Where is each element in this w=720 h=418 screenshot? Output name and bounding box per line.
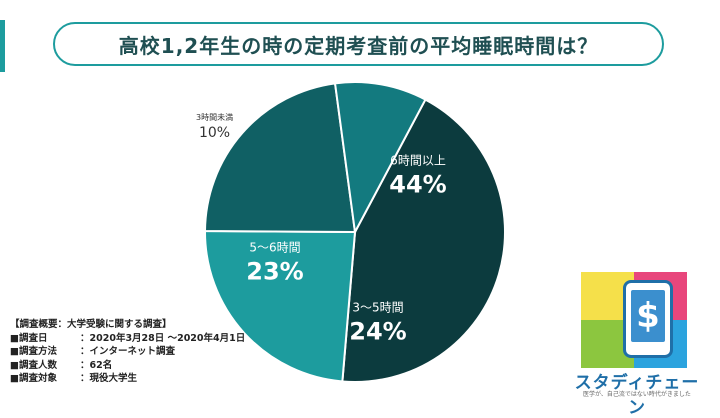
- survey-row-target: ■調査対象 ：現役大学生: [10, 372, 245, 386]
- survey-row-label: ■調査方法: [10, 346, 57, 357]
- left-accent-bar: [0, 20, 5, 72]
- survey-row-date: ■調査日 ：2020年3月28日 〜2020年4月1日: [10, 332, 245, 346]
- slice-label-3-5h: 3〜5時間 24%: [349, 299, 406, 346]
- survey-summary: 【調査概要：大学受験に関する調査】 ■調査日 ：2020年3月28日 〜2020…: [10, 318, 245, 386]
- slice-percent-label: 10%: [198, 125, 231, 141]
- slice-label-5-6h: 5〜6時間 23%: [246, 239, 303, 286]
- survey-row-label: ■調査日: [10, 332, 48, 344]
- survey-row-value: ：2020年3月28日 〜2020年4月1日: [80, 332, 246, 344]
- pie-slice-3-5h: [204, 230, 357, 383]
- logo-tagline: 医学が、自己流ではない時代がきました: [583, 391, 691, 398]
- pie-slice-5-6h: [203, 82, 357, 234]
- phone-icon: $: [623, 280, 673, 358]
- slice-label-over-6h: 6時間以上 44%: [389, 152, 446, 199]
- slice-category-label: 5〜6時間: [249, 240, 301, 255]
- logo-glyph: $: [636, 296, 660, 336]
- logo-tiles: $: [581, 272, 687, 368]
- slice-percent-label: 23%: [246, 257, 304, 286]
- survey-row-method: ■調査方法 ：インターネット調査: [10, 345, 245, 359]
- slice-percent-label: 44%: [389, 170, 447, 199]
- slice-category-label: 6時間以上: [390, 153, 446, 168]
- survey-row-value: ：インターネット調査: [80, 346, 176, 357]
- survey-row-value: ：現役大学生: [80, 373, 138, 384]
- survey-row-value: ：62名: [80, 359, 113, 371]
- survey-row-label: ■調査人数: [10, 359, 57, 371]
- slice-label-under-3h: 3時間未満 10%: [196, 112, 233, 141]
- survey-row-label: ■調査対象: [10, 373, 57, 384]
- phone-screen: $: [631, 290, 665, 342]
- pie-slice-under-3h: [333, 81, 427, 236]
- slice-percent-label: 24%: [349, 317, 407, 346]
- slice-category-label: 3時間未満: [196, 113, 234, 122]
- pie-slice-over-6h: [341, 98, 506, 383]
- survey-heading: 【調査概要：大学受験に関する調査】: [10, 319, 172, 330]
- survey-row-count: ■調査人数 ：62名: [10, 359, 245, 373]
- studychain-logo: $ スタディチェーン 医学が、自己流ではない時代がきました: [567, 272, 707, 418]
- pie-chart: [203, 81, 506, 383]
- chart-title: 高校1,2年生の時の定期考査前の平均睡眠時間は？: [53, 22, 664, 66]
- slice-category-label: 3〜5時間: [352, 300, 404, 315]
